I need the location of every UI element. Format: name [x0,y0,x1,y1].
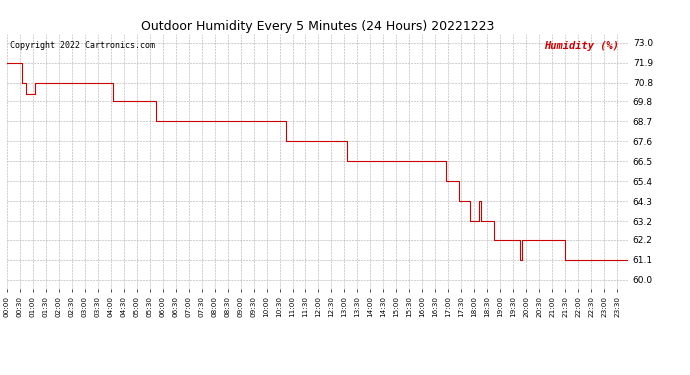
Title: Outdoor Humidity Every 5 Minutes (24 Hours) 20221223: Outdoor Humidity Every 5 Minutes (24 Hou… [141,20,494,33]
Text: Humidity (%): Humidity (%) [544,41,618,51]
Text: Copyright 2022 Cartronics.com: Copyright 2022 Cartronics.com [10,41,155,50]
